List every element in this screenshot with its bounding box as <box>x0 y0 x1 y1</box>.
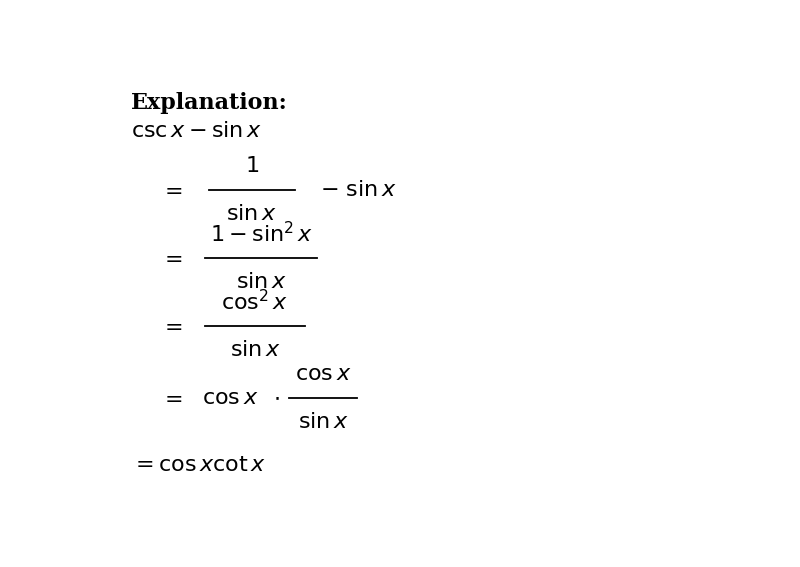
Text: $\sin x$: $\sin x$ <box>236 272 286 292</box>
Text: $-\ \sin x$: $-\ \sin x$ <box>320 180 397 200</box>
Text: $1 - \sin^2 x$: $1 - \sin^2 x$ <box>210 221 313 247</box>
Text: $=$: $=$ <box>160 248 182 268</box>
Text: $\cos x$: $\cos x$ <box>295 363 351 384</box>
Text: $=$: $=$ <box>160 388 182 408</box>
Text: $=$: $=$ <box>160 316 182 336</box>
Text: $=$: $=$ <box>160 180 182 200</box>
Text: $= \cos x \cot x$: $= \cos x \cot x$ <box>131 455 266 475</box>
Text: $\cos^2 x$: $\cos^2 x$ <box>222 289 289 314</box>
Text: $\mathrm{csc}\, x - \sin x$: $\mathrm{csc}\, x - \sin x$ <box>131 121 262 141</box>
Text: $1$: $1$ <box>245 156 259 176</box>
Text: $\sin x$: $\sin x$ <box>298 412 349 431</box>
Text: $\cos x$: $\cos x$ <box>202 388 258 408</box>
Text: $\sin x$: $\sin x$ <box>230 340 281 359</box>
Text: $\sin x$: $\sin x$ <box>226 204 278 225</box>
Text: $\cdot$: $\cdot$ <box>274 388 280 408</box>
Text: Explanation:: Explanation: <box>131 92 288 114</box>
